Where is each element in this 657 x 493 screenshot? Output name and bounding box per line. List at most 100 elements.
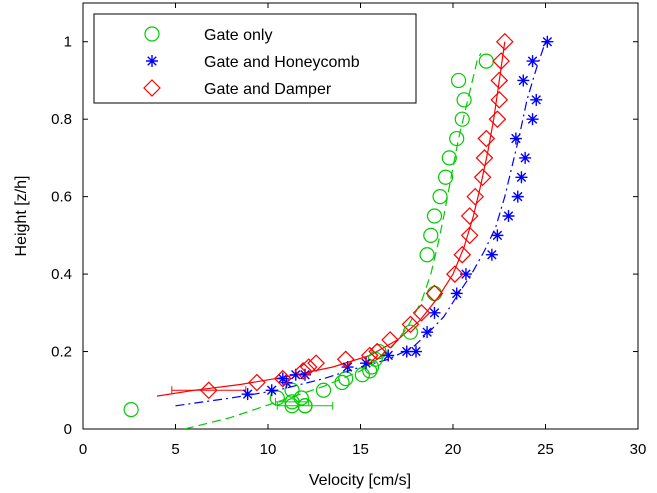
data-point-diamond — [495, 32, 514, 51]
data-point-diamond — [425, 284, 444, 303]
data-point-circle-shape — [449, 130, 465, 147]
data-point-circle-shape — [284, 382, 300, 398]
data-point-asterisk — [241, 388, 254, 401]
data-point-asterisk — [421, 326, 434, 339]
data-point-asterisk-shape — [485, 248, 498, 261]
data-point-asterisk — [341, 361, 354, 374]
data-point-asterisk — [511, 190, 524, 203]
data-point-diamond-shape — [425, 284, 444, 303]
data-point-diamond-shape — [412, 303, 431, 322]
data-point-diamond — [199, 381, 218, 400]
data-point-diamond-shape — [466, 187, 485, 206]
data-point-circle — [402, 324, 419, 340]
data-point-circle — [315, 382, 332, 398]
data-point-diamond-shape — [460, 207, 479, 225]
data-point-circle — [450, 72, 467, 89]
data-point-diamond-shape — [446, 265, 464, 283]
data-point-asterisk-shape — [241, 388, 254, 401]
data-point-circle-shape — [450, 72, 467, 89]
data-point-diamond — [336, 350, 355, 369]
data-point-asterisk — [517, 74, 530, 87]
x-axis-label: Velocity [cm/s] — [309, 472, 411, 489]
data-point-diamond — [488, 110, 507, 129]
data-point-asterisk — [519, 151, 532, 164]
data-point-circle — [334, 374, 350, 391]
data-point-diamond — [368, 342, 386, 361]
data-point-diamond-shape — [299, 358, 318, 376]
data-point-diamond-shape — [307, 354, 325, 373]
y-tick-label: 0 — [64, 421, 72, 438]
data-point-circle-shape — [426, 285, 443, 302]
x-tick-label: 10 — [260, 441, 277, 458]
data-point-diamond — [460, 226, 479, 245]
data-point-diamond — [490, 90, 509, 109]
data-point-circle — [426, 208, 443, 224]
data-point-asterisk — [410, 345, 422, 358]
data-point-asterisk — [459, 268, 472, 281]
data-point-circle — [338, 371, 354, 387]
data-point-diamond-shape — [490, 71, 509, 90]
data-point-circle — [364, 359, 380, 375]
data-point-diamond-shape — [490, 90, 509, 109]
data-point-circle — [432, 189, 448, 205]
data-point-diamond-shape — [492, 52, 510, 70]
data-point-asterisk-shape — [491, 229, 504, 242]
data-point-asterisk — [526, 113, 539, 126]
data-point-circle — [449, 130, 465, 147]
data-point-asterisk-shape — [517, 74, 530, 87]
data-point-asterisk-shape — [526, 55, 539, 68]
data-point-diamond-shape — [381, 331, 399, 349]
data-point-asterisk-shape — [410, 345, 422, 358]
data-point-asterisk-shape — [289, 368, 302, 381]
data-point-circle-shape — [438, 169, 454, 185]
y-tick-label: 1 — [64, 34, 72, 51]
data-point-asterisk-shape — [526, 113, 539, 126]
data-point-diamond-shape — [368, 342, 386, 361]
data-point-asterisk — [265, 384, 278, 397]
data-point-asterisk-shape — [360, 357, 373, 370]
data-point-circle — [297, 398, 313, 414]
data-point-asterisk-shape — [519, 151, 532, 164]
data-point-asterisk — [360, 357, 373, 370]
data-point-diamond — [248, 373, 266, 392]
x-tick-label: 25 — [537, 441, 554, 458]
data-point-circle-shape — [454, 111, 470, 127]
data-point-diamond — [401, 315, 420, 334]
data-point-circle-shape — [123, 402, 139, 418]
data-point-circle — [293, 390, 309, 406]
data-point-diamond-shape — [273, 369, 292, 388]
data-point-asterisk-shape — [450, 287, 463, 300]
data-point-diamond-shape — [460, 226, 479, 245]
data-point-circle — [269, 390, 285, 406]
data-point-circle-shape — [293, 390, 309, 406]
data-point-asterisk — [289, 368, 302, 381]
data-point-circle — [438, 169, 454, 185]
data-point-asterisk-shape — [421, 326, 434, 339]
data-point-circle-shape — [371, 343, 387, 360]
data-point-circle — [426, 285, 443, 302]
data-point-diamond-shape — [495, 32, 514, 51]
data-point-asterisk — [526, 55, 539, 68]
data-point-asterisk-shape — [530, 93, 543, 106]
data-point-asterisk-shape — [459, 268, 472, 281]
x-tick-label: 15 — [352, 441, 369, 458]
data-point-asterisk — [382, 349, 395, 362]
data-point-asterisk — [400, 345, 413, 358]
data-point-circle-shape — [423, 227, 439, 243]
data-point-asterisk-shape — [265, 384, 278, 397]
data-point-asterisk-shape — [502, 210, 515, 222]
data-point-asterisk-shape — [511, 190, 524, 203]
x-tick-label: 5 — [171, 441, 179, 458]
y-tick-label: 0.4 — [51, 266, 72, 283]
data-point-asterisk — [515, 171, 528, 184]
data-point-diamond-shape — [488, 110, 507, 129]
data-point-diamond-shape — [473, 168, 492, 187]
data-point-diamond-shape — [401, 315, 420, 334]
legend-marker-circle-shape — [144, 26, 160, 42]
x-tick-label: 20 — [445, 441, 462, 458]
data-point-circle-shape — [338, 371, 354, 387]
y-tick-label: 0.2 — [51, 344, 72, 361]
data-point-diamond — [460, 207, 479, 225]
data-point-asterisk — [541, 35, 554, 48]
